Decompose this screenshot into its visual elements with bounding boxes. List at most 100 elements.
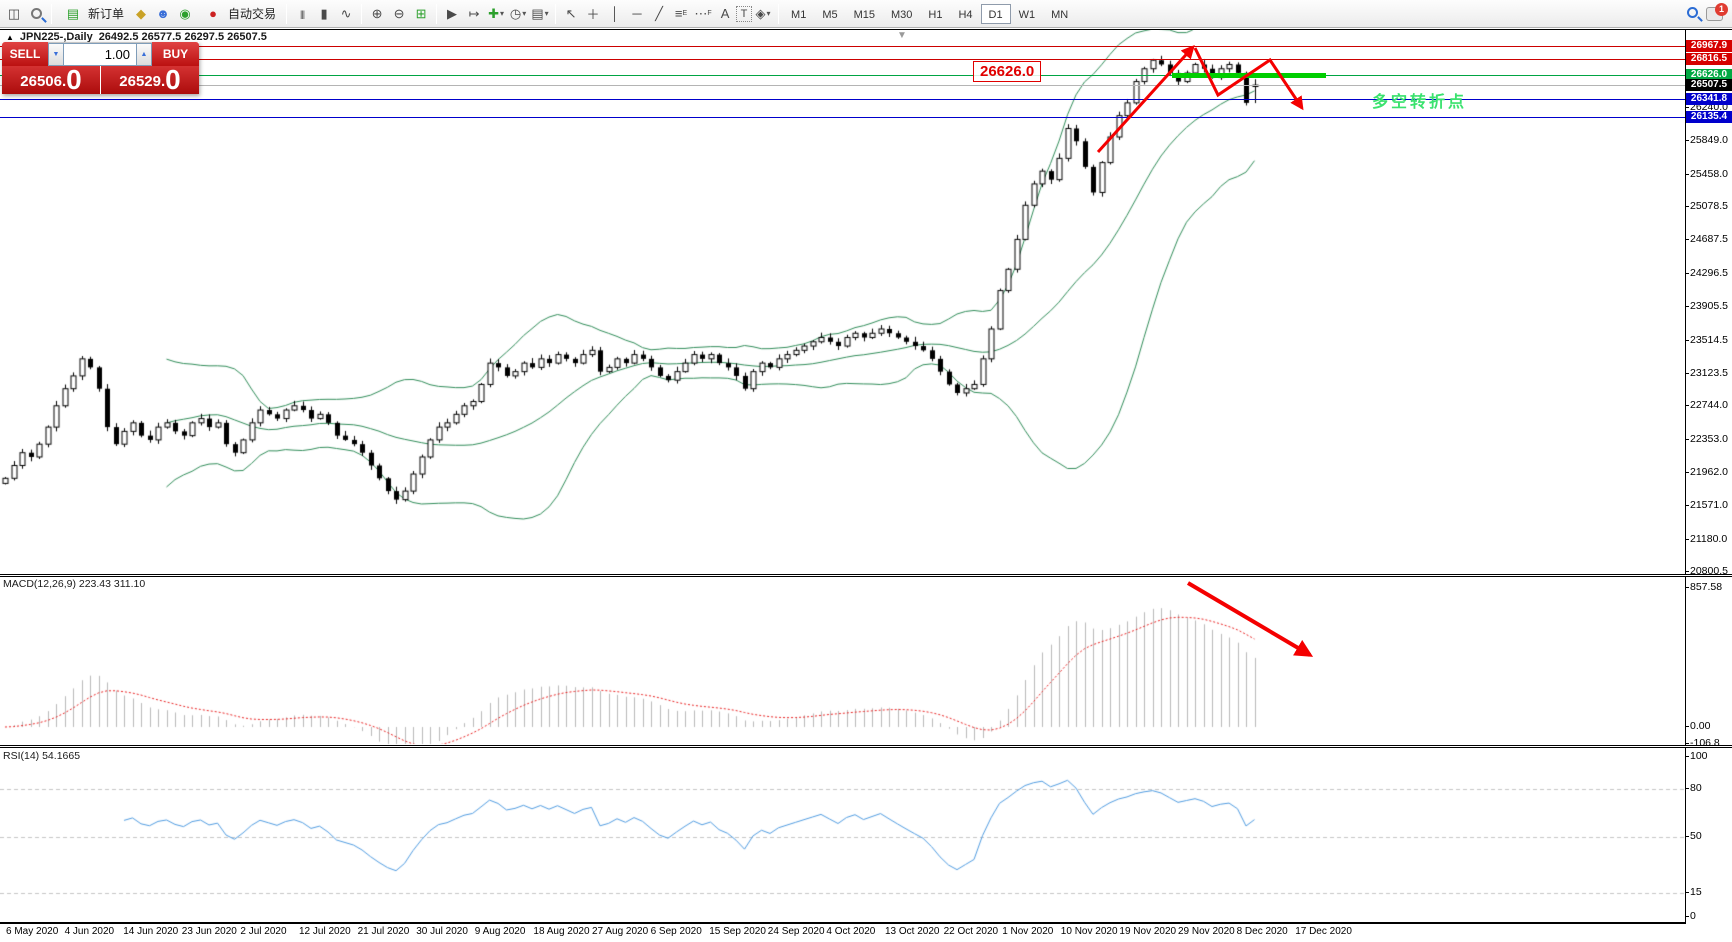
auto-trading-button[interactable]: ● 自动交易: [196, 3, 282, 25]
auto-trading-icon: ●: [209, 6, 217, 21]
price-level-line[interactable]: [0, 45, 1685, 47]
time-axis-label[interactable]: 6 May 2020: [6, 926, 59, 937]
time-axis-label[interactable]: 4 Oct 2020: [826, 926, 876, 937]
price-level-line[interactable]: [0, 116, 1685, 118]
trendline-icon[interactable]: ╱: [655, 5, 663, 21]
time-axis-label[interactable]: 9 Aug 2020: [474, 926, 526, 937]
price-level-line[interactable]: [0, 75, 1685, 77]
timeframe-m5[interactable]: M5: [822, 8, 838, 21]
publish-icon[interactable]: ☻: [156, 6, 170, 21]
zoom-out-icon[interactable]: ⊖: [393, 5, 405, 21]
price-axis-tick: 25078.5: [1685, 200, 1728, 213]
vertical-line-icon[interactable]: │: [610, 6, 620, 21]
timeframe-m15[interactable]: M15: [853, 8, 875, 21]
zoom-in-icon[interactable]: ⊕: [371, 5, 383, 21]
current-price-label: 26507.5: [1686, 79, 1732, 92]
price-level-line[interactable]: [0, 58, 1685, 60]
new-order-button[interactable]: ▤ 新订单: [56, 3, 130, 25]
price-level-label: 26135.4: [1686, 110, 1732, 123]
time-axis-label[interactable]: 17 Dec 2020: [1295, 926, 1352, 937]
crosshair-icon[interactable]: ＋: [586, 7, 600, 22]
price-level-label: 26626.0: [1686, 69, 1732, 82]
auto-scroll-icon[interactable]: ▶: [447, 5, 458, 21]
time-axis-label[interactable]: 15 Sep 2020: [709, 926, 766, 937]
time-axis-label[interactable]: 1 Nov 2020: [1002, 926, 1054, 937]
tile-windows-icon[interactable]: ⊞: [415, 5, 427, 21]
periods-button[interactable]: ◷ ▾: [509, 5, 527, 21]
text-icon[interactable]: A: [720, 6, 730, 21]
toolbar-group-zoom: ⊕ ⊖ ⊞: [366, 3, 432, 25]
timeframe-mn[interactable]: MN: [1051, 8, 1069, 21]
sell-price[interactable]: 26506. 0: [2, 66, 100, 94]
time-axis-label[interactable]: 30 Jul 2020: [416, 926, 468, 937]
time-axis-label[interactable]: 6 Sep 2020: [650, 926, 702, 937]
toolbar-separator: [361, 3, 363, 24]
cursor-icon[interactable]: ↖: [565, 5, 577, 21]
price-level-label: 26341.8: [1686, 93, 1732, 106]
chart-preview-icon[interactable]: [25, 3, 47, 25]
price-level-line[interactable]: [0, 99, 1685, 101]
toolbar-separator: [555, 3, 557, 24]
timeframe-d1[interactable]: D1: [980, 3, 1011, 24]
horizontal-line-icon[interactable]: ─: [632, 6, 642, 21]
buy-button[interactable]: BUY: [152, 42, 199, 66]
time-axis-label[interactable]: 10 Nov 2020: [1060, 926, 1118, 937]
equidistant-channel-icon[interactable]: ≡ E: [674, 6, 688, 21]
current-price-line: [0, 85, 1685, 87]
chart-shift-icon[interactable]: ↦: [468, 5, 480, 21]
time-axis-label[interactable]: 23 Jun 2020: [181, 926, 237, 937]
volume-decrease-button[interactable]: ▼: [48, 43, 64, 66]
search-icon[interactable]: [1687, 5, 1698, 23]
macd-axis-tick: -106.8: [1685, 737, 1720, 750]
styles-bucket-icon[interactable]: ◆: [136, 5, 147, 21]
sell-button[interactable]: SELL: [2, 42, 48, 66]
price-axis-tick: 25849.0: [1685, 134, 1728, 147]
fibonacci-icon[interactable]: ⋯ F: [694, 5, 712, 21]
time-axis-label[interactable]: 29 Nov 2020: [1178, 926, 1235, 937]
toolbar-separator: [436, 3, 438, 24]
timeframe-m1[interactable]: M1: [791, 8, 807, 21]
toolbar-group-chart-type: ||| ▮ ∿: [291, 3, 357, 25]
price-axis-tick: 25458.0: [1685, 167, 1728, 180]
chart-shift-marker[interactable]: ▼: [897, 30, 907, 41]
macd-rsi-separator[interactable]: [0, 745, 1732, 748]
price-flag-annotation: 26626.0: [973, 61, 1042, 82]
main-macd-separator[interactable]: [0, 574, 1732, 577]
timeframe-m30[interactable]: M30: [891, 8, 913, 21]
rsi-axis-tick: 15: [1685, 886, 1702, 898]
time-axis-label[interactable]: 19 Nov 2020: [1119, 926, 1177, 937]
time-axis-label[interactable]: 4 Jun 2020: [64, 926, 115, 937]
macd-axis-tick: 857.58: [1684, 581, 1723, 594]
arrows-icon[interactable]: ◈ ▾: [755, 5, 771, 21]
text-label-icon[interactable]: T: [736, 5, 753, 22]
time-axis-label[interactable]: 27 Aug 2020: [592, 926, 649, 937]
time-axis-label[interactable]: 13 Oct 2020: [885, 926, 940, 937]
time-axis-label[interactable]: 24 Sep 2020: [767, 926, 825, 937]
time-axis-line: [0, 922, 1686, 924]
timeframe-h4[interactable]: H4: [958, 8, 973, 21]
time-axis-label[interactable]: 2 Jul 2020: [240, 926, 287, 937]
time-axis-label[interactable]: 12 Jul 2020: [299, 926, 351, 937]
time-axis-label[interactable]: 22 Oct 2020: [943, 926, 999, 937]
signal-icon[interactable]: ◉: [179, 5, 191, 21]
new-chart-icon[interactable]: ◫: [7, 5, 21, 21]
candlestick-chart-icon[interactable]: ▮: [320, 5, 328, 21]
time-axis-label[interactable]: 8 Dec 2020: [1236, 926, 1288, 937]
line-chart-icon[interactable]: ∿: [340, 5, 352, 21]
buy-price[interactable]: 26529. 0: [101, 66, 199, 94]
volume-increase-button[interactable]: ▲: [136, 43, 152, 66]
bar-chart-icon[interactable]: |||: [300, 8, 305, 19]
toolbar-separator: [286, 3, 288, 24]
one-click-collapse-icon[interactable]: ▲: [6, 32, 14, 42]
timeframe-w1[interactable]: W1: [1018, 8, 1036, 21]
templates-button[interactable]: ▤ ▾: [531, 5, 549, 21]
indicators-button[interactable]: ✚ ▾: [488, 5, 504, 21]
macd-axis-tick: 0.00: [1684, 720, 1711, 732]
notification-icon[interactable]: 1: [1706, 2, 1728, 21]
time-axis-label[interactable]: 21 Jul 2020: [357, 926, 410, 937]
volume-input[interactable]: 1.00: [64, 43, 136, 66]
time-axis-label[interactable]: 18 Aug 2020: [533, 926, 590, 937]
timeframe-h1[interactable]: H1: [928, 8, 943, 21]
time-axis-label[interactable]: 14 Jun 2020: [123, 926, 179, 937]
